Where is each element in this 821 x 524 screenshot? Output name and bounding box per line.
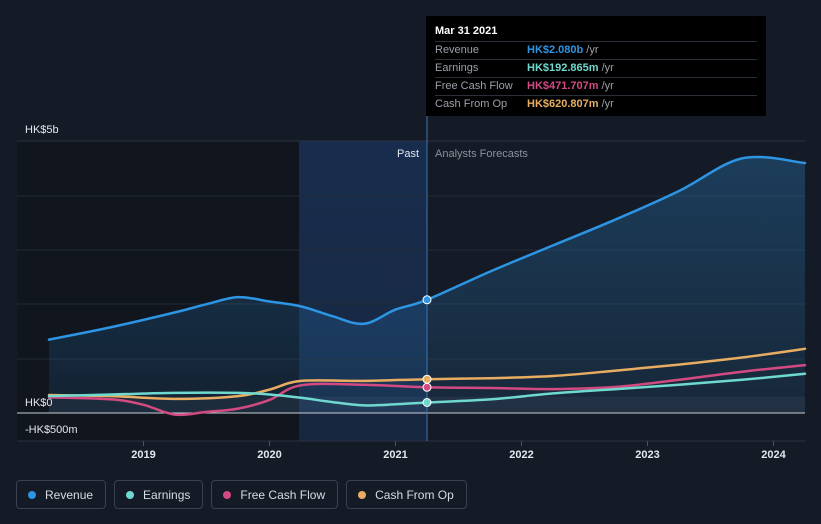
tooltip-label: Revenue [435,44,480,56]
tooltip-value-earnings: HK$192.865m/yr [527,62,614,74]
legend-item-earnings[interactable]: Earnings [114,480,204,509]
cash-from-op-marker [422,374,432,384]
tooltip-date: Mar 31 2021 [435,25,498,37]
legend-label: Free Cash Flow [240,487,326,502]
earnings-line [47,372,807,407]
free-cash-flow-marker [422,382,432,392]
tooltip-row-fcf: Free Cash Flow HK$471.707m/yr [435,77,757,95]
revenue-marker [422,295,432,305]
cash-from-op-line [47,347,807,401]
revenue-dot-icon [28,490,36,499]
tooltip-row-revenue: Revenue HK$2.080b/yr [435,41,757,59]
earnings-dot-icon [126,490,135,499]
cfo-dot-icon [358,490,367,499]
earnings-marker [422,398,432,407]
tooltip-value-fcf: HK$471.707m/yr [527,80,614,92]
tooltip-row-earnings: Earnings HK$192.865m/yr [435,59,757,77]
tooltip-row-cfo: Cash From Op HK$620.807m/yr [435,95,757,113]
legend-label: Earnings [143,487,191,502]
legend: Revenue Earnings Free Cash Flow Cash Fro… [16,480,467,509]
x-tick-label: 2020 [257,449,281,461]
revenue-area [49,156,805,414]
tooltip-label: Earnings [435,62,479,74]
legend-item-cfo[interactable]: Cash From Op [346,480,467,509]
legend-label: Revenue [45,487,94,502]
forecast-label: Analysts Forecasts [435,148,528,160]
past-label: Past [397,148,419,160]
x-tick-label: 2023 [635,449,659,461]
legend-item-fcf[interactable]: Free Cash Flow [211,480,339,509]
revenue-line [47,155,807,341]
tooltip-label: Cash From Op [435,98,508,110]
x-tick-label: 2024 [761,449,786,461]
free-cash-flow-line [47,363,807,417]
legend-item-revenue[interactable]: Revenue [16,480,107,509]
tooltip-value-revenue: HK$2.080b/yr [527,44,599,56]
tooltip-value-cfo: HK$620.807m/yr [527,98,614,110]
y-tick-label-5b: HK$5b [25,124,59,136]
legend-label: Cash From Op [375,487,454,502]
tooltip: Mar 31 2021 Revenue HK$2.080b/yr Earning… [426,16,766,116]
y-tick-label-neg500m: -HK$500m [25,424,78,436]
x-tick-label: 2019 [131,449,155,461]
tooltip-label: Free Cash Flow [435,80,513,92]
fcf-dot-icon [223,490,232,499]
y-tick-label-0: HK$0 [25,397,53,409]
x-tick-label: 2021 [383,449,407,461]
x-tick-label: 2022 [509,449,533,461]
